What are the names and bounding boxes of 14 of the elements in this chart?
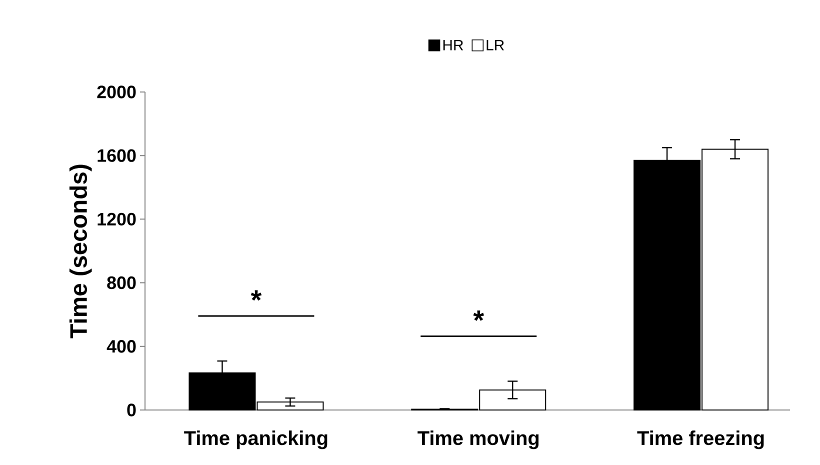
annotation: * xyxy=(250,290,262,301)
legend-label: LR xyxy=(486,40,504,50)
y-axis-title: Time (seconds) xyxy=(69,164,92,338)
y-tick-label: 400 xyxy=(106,340,136,353)
y-tick-label: 2000 xyxy=(97,86,136,98)
y-tick-label: 1600 xyxy=(98,149,136,162)
y-tick-label: 0 xyxy=(127,404,136,416)
legend-label: HR xyxy=(443,40,464,50)
x-tick-label: Time moving xyxy=(418,430,539,450)
annotation: * xyxy=(473,310,484,321)
x-tick-label: Time freezing xyxy=(637,430,764,450)
y-tick-label: 1200 xyxy=(98,212,136,226)
y-tick-label: 800 xyxy=(107,276,136,290)
x-tick-label: Time panicking xyxy=(184,430,328,450)
